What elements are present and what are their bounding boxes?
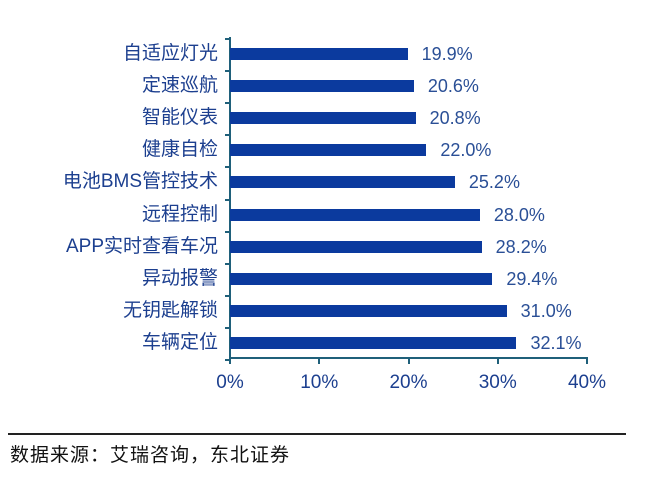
category-label: 智能仪表 bbox=[141, 107, 218, 129]
x-tick-label: 0% bbox=[216, 372, 244, 393]
value-label: 28.0% bbox=[493, 204, 545, 225]
x-tick-label: 10% bbox=[300, 372, 339, 393]
value-label: 20.6% bbox=[427, 76, 479, 97]
value-label: 22.0% bbox=[440, 140, 492, 161]
category-label: 健康自检 bbox=[141, 139, 218, 161]
category-label: 异动报警 bbox=[141, 267, 218, 289]
y-tick bbox=[225, 294, 230, 297]
y-tick bbox=[225, 326, 230, 329]
bar bbox=[230, 304, 507, 317]
bar-chart: 自适应灯光 19.9% 定速巡航 20.6% 智能仪表 20.8% 健康自检 22.0% 电池B… bbox=[62, 37, 607, 393]
y-tick bbox=[225, 262, 230, 265]
y-tick bbox=[225, 198, 230, 201]
y-tick bbox=[225, 230, 230, 233]
x-tick-label: 40% bbox=[567, 372, 607, 393]
y-tick bbox=[225, 134, 230, 137]
bar bbox=[230, 48, 408, 60]
x-tick bbox=[318, 357, 321, 364]
bar bbox=[230, 336, 517, 349]
category-label: 车辆定位 bbox=[141, 331, 218, 353]
bar bbox=[230, 80, 414, 93]
y-tick bbox=[225, 166, 230, 169]
footer-divider bbox=[8, 433, 626, 435]
y-tick bbox=[225, 359, 230, 361]
value-label: 32.1% bbox=[530, 332, 582, 353]
x-tick bbox=[229, 357, 231, 364]
category-label: 远程控制 bbox=[141, 203, 218, 225]
y-tick bbox=[225, 70, 230, 73]
value-label: 31.0% bbox=[520, 300, 572, 321]
y-tick bbox=[225, 38, 230, 40]
y-axis bbox=[229, 37, 231, 359]
bar bbox=[230, 144, 427, 157]
bar bbox=[230, 240, 482, 253]
category-label: 自适应灯光 bbox=[122, 43, 218, 64]
x-tick bbox=[586, 357, 588, 364]
value-label: 28.2% bbox=[495, 236, 547, 257]
x-tick-label: 30% bbox=[478, 372, 517, 393]
bar bbox=[230, 176, 455, 189]
category-label: 无钥匙解锁 bbox=[122, 299, 218, 321]
value-label: 20.8% bbox=[429, 108, 481, 129]
value-label: 25.2% bbox=[468, 172, 520, 193]
x-tick bbox=[496, 357, 499, 364]
bar bbox=[230, 272, 493, 285]
data-source-note: 数据来源：艾瑞咨询，东北证券 bbox=[10, 444, 291, 466]
x-tick-label: 20% bbox=[389, 372, 428, 393]
category-label: 电池BMS管控技术 bbox=[62, 171, 218, 193]
bar bbox=[230, 112, 416, 125]
x-tick bbox=[407, 357, 410, 364]
category-label: APP实时查看车况 bbox=[65, 235, 218, 257]
value-label: 19.9% bbox=[421, 44, 473, 64]
bar bbox=[230, 208, 480, 221]
category-label: 定速巡航 bbox=[141, 75, 218, 97]
value-label: 29.4% bbox=[506, 268, 558, 289]
y-tick bbox=[225, 102, 230, 105]
